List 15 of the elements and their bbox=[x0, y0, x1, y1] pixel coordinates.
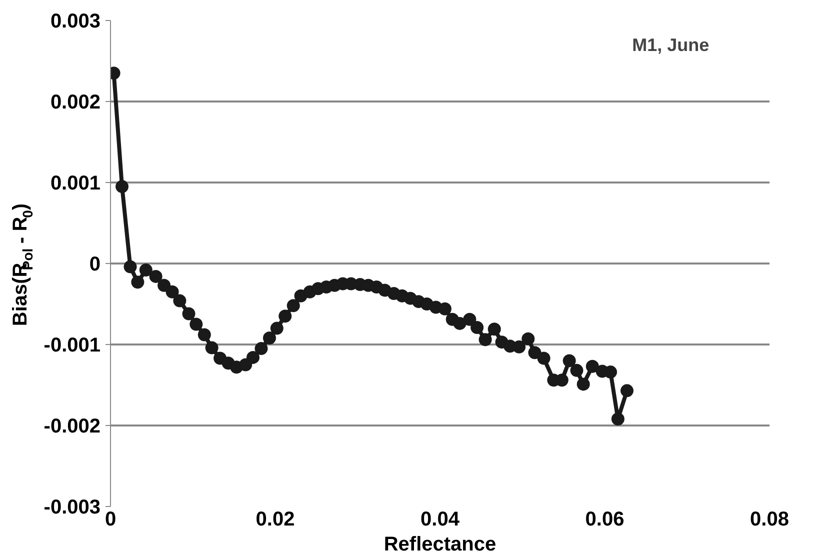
y-tick-label: 0 bbox=[89, 254, 100, 276]
y-tick-label: 0.003 bbox=[50, 10, 101, 32]
x-tick-label: 0 bbox=[104, 508, 116, 530]
x-tick-label: 0.04 bbox=[420, 508, 460, 530]
x-tick-label: 0.08 bbox=[750, 508, 789, 530]
x-tick-label: 0.06 bbox=[585, 508, 624, 530]
y-tick-label: -0.003 bbox=[44, 496, 101, 518]
y-axis-title: Bias(RPol - R0) bbox=[10, 203, 36, 326]
annotation: M1, June bbox=[632, 34, 710, 55]
y-tick-label: 0.001 bbox=[50, 172, 101, 194]
y-tick-label: 0.002 bbox=[50, 92, 101, 114]
y-tick-label: -0.002 bbox=[44, 416, 101, 438]
x-tick-label: 0.02 bbox=[256, 508, 295, 530]
y-tick-label: -0.001 bbox=[44, 334, 101, 356]
x-axis-title: Reflectance bbox=[384, 534, 496, 556]
